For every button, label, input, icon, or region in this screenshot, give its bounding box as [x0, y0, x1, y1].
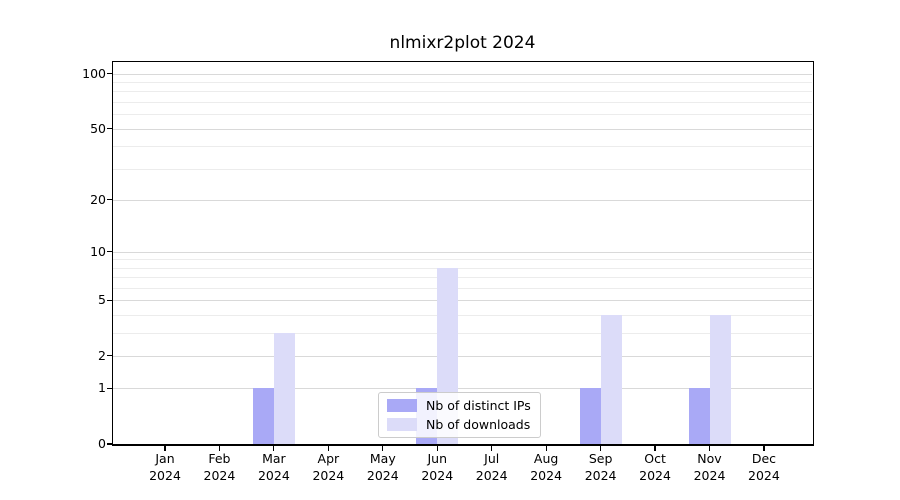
legend-swatch-distinct-ips — [387, 399, 417, 412]
y-tick-label: 1 — [98, 380, 106, 396]
legend-label-distinct-ips: Nb of distinct IPs — [426, 398, 531, 413]
legend-entry-downloads: Nb of downloads — [387, 417, 531, 432]
x-tick-mark — [763, 446, 765, 451]
x-tick-label: Jul 2024 — [475, 451, 508, 483]
y-gridline-major — [113, 199, 812, 201]
y-tick-mark — [107, 443, 113, 445]
legend-entry-distinct-ips: Nb of distinct IPs — [387, 398, 531, 413]
x-tick-label: Sep 2024 — [584, 451, 617, 483]
y-gridline-minor — [113, 277, 812, 279]
y-gridline-major — [113, 128, 812, 130]
x-tick-label: Dec 2024 — [748, 451, 780, 483]
y-gridline-minor — [113, 102, 812, 104]
chart-title: nlmixr2plot 2024 — [389, 33, 536, 53]
x-tick-label: Aug 2024 — [530, 451, 563, 483]
bar-downloads-sep-2024 — [600, 314, 622, 444]
y-gridline-minor — [113, 332, 812, 334]
y-tick-label: 5 — [98, 292, 106, 308]
y-gridline-minor — [113, 82, 812, 84]
y-gridline-minor — [113, 287, 812, 289]
legend-label-downloads: Nb of downloads — [426, 417, 531, 432]
bar-distinct-ips-mar-2024 — [252, 388, 274, 444]
x-tick-mark — [600, 446, 602, 451]
y-tick-label: 50 — [90, 120, 106, 136]
y-tick-label: 10 — [90, 243, 106, 259]
y-gridline-major — [113, 355, 812, 357]
plot-area: Nb of distinct IPs Nb of downloads — [113, 62, 812, 444]
y-tick-mark — [107, 73, 113, 75]
x-tick-label: Oct 2024 — [639, 451, 671, 483]
y-tick-mark — [107, 128, 113, 130]
y-tick-mark — [107, 387, 113, 389]
x-tick-mark — [273, 446, 275, 451]
x-tick-label: Feb 2024 — [203, 451, 236, 483]
x-tick-mark — [327, 446, 329, 451]
y-gridline-major — [113, 388, 812, 390]
y-gridline-minor — [113, 314, 812, 316]
x-tick-mark — [218, 446, 221, 451]
y-gridline-minor — [113, 146, 812, 148]
bar-distinct-ips-nov-2024 — [688, 388, 710, 444]
y-gridline-minor — [113, 91, 812, 93]
legend-swatch-downloads — [387, 418, 417, 431]
x-tick-mark — [491, 446, 493, 451]
x-tick-label: Jan 2024 — [149, 451, 181, 483]
y-tick-mark — [107, 199, 113, 201]
x-tick-mark — [436, 446, 438, 451]
y-tick-mark — [107, 355, 113, 357]
x-tick-label: May 2024 — [366, 451, 399, 483]
y-tick-mark — [107, 299, 113, 301]
x-tick-mark — [545, 446, 547, 451]
y-gridline-minor — [113, 168, 812, 170]
y-tick-label: 100 — [82, 65, 106, 81]
legend: Nb of distinct IPs Nb of downloads — [378, 392, 541, 438]
y-tick-label: 20 — [90, 191, 106, 207]
y-gridline-major — [113, 251, 812, 253]
y-gridline-minor — [113, 114, 812, 116]
y-tick-mark — [107, 251, 113, 253]
x-tick-mark — [382, 446, 384, 451]
x-tick-label: Apr 2024 — [312, 451, 345, 483]
y-gridline-major — [113, 300, 812, 302]
x-tick-mark — [164, 446, 166, 451]
x-tick-mark — [708, 446, 711, 451]
bar-distinct-ips-sep-2024 — [579, 388, 601, 444]
x-tick-mark — [654, 446, 656, 451]
y-gridline-minor — [113, 259, 812, 261]
y-tick-label: 0 — [98, 436, 106, 451]
bar-downloads-mar-2024 — [273, 332, 295, 444]
y-gridline-minor — [113, 267, 812, 269]
y-tick-label: 2 — [98, 347, 106, 363]
x-tick-label: Nov 2024 — [693, 451, 726, 483]
bar-downloads-nov-2024 — [709, 314, 731, 444]
y-gridline-major — [113, 73, 812, 75]
x-tick-label: Mar 2024 — [257, 451, 290, 483]
x-tick-label: Jun 2024 — [421, 451, 454, 483]
